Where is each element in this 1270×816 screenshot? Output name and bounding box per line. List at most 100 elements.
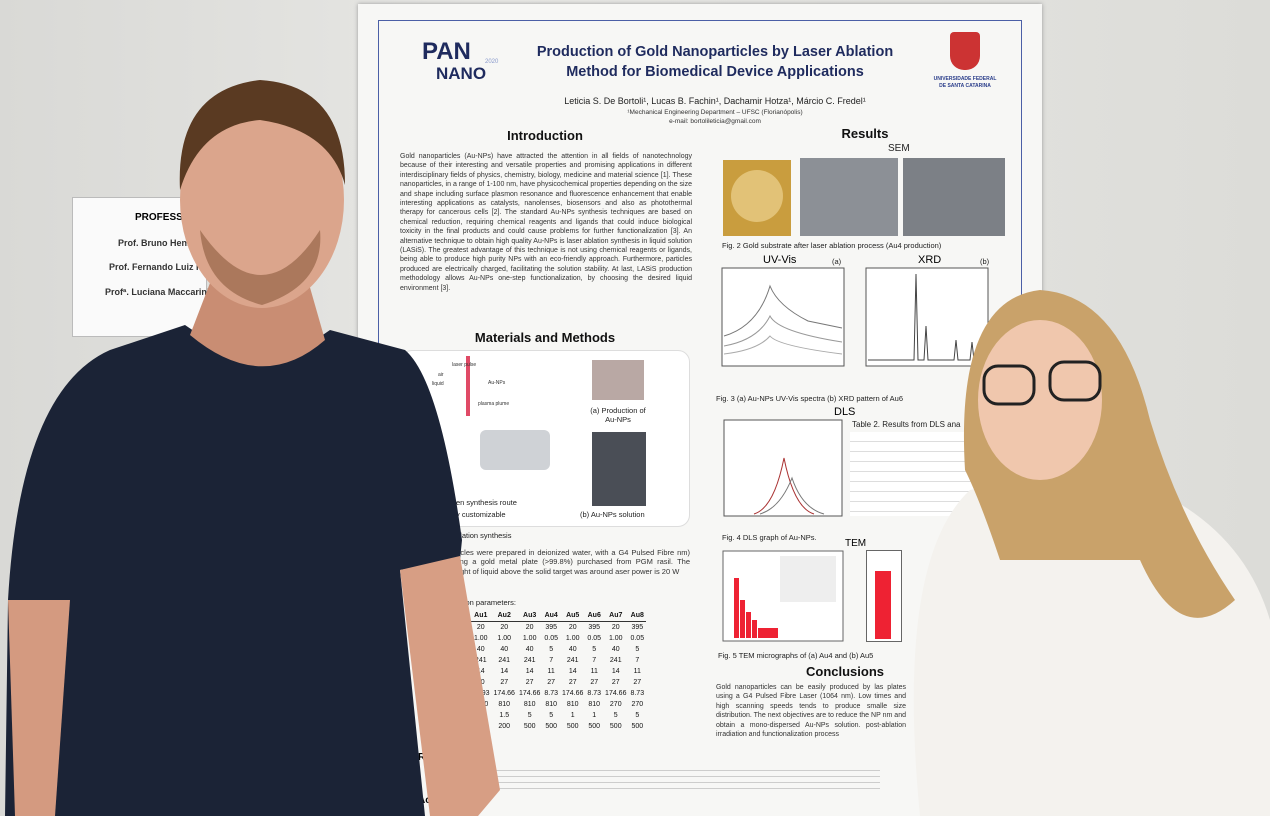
- table-cell: 500: [523, 723, 536, 730]
- table-cell: 810: [566, 701, 579, 708]
- sign-line: Prof. Bruno Henriqu: [118, 238, 204, 248]
- table-cell: 1.00: [608, 635, 623, 642]
- table-cell: 1.00: [522, 635, 537, 642]
- table-cell: 14: [476, 668, 485, 675]
- diagram-caption: y customizable: [456, 510, 506, 519]
- photo-production: [592, 360, 644, 400]
- header-cell: Au8: [628, 610, 647, 622]
- table2-title: Table 2. Results from DLS ana: [852, 420, 961, 429]
- table-cell: 1: [592, 712, 597, 719]
- xrd-title: XRD: [918, 254, 942, 266]
- poster-title: Production of Gold Nanoparticles by Lase…: [536, 44, 894, 60]
- man-shirt: [5, 325, 462, 816]
- university-name: DE SANTA CATARINA: [939, 83, 991, 89]
- xrd-chart: [865, 267, 989, 367]
- table-cell: 174.66: [562, 690, 584, 697]
- label-b: (b) Au-NPs solution: [580, 510, 645, 519]
- diagram-label: liquid: [432, 381, 444, 387]
- fig3-caption: Fig. 3 (a) Au-NPs UV-Vis spectra (b) XRD…: [716, 394, 904, 403]
- uvvis-title: UV-Vis: [763, 254, 797, 266]
- table-cell: 174.66: [605, 690, 627, 697]
- table-cell: 40: [500, 646, 509, 653]
- table-cell: 810: [588, 701, 601, 708]
- table-cell: 5: [592, 646, 597, 653]
- woman-face: [978, 320, 1102, 480]
- sign-title: PROFESSOR: [135, 212, 198, 223]
- table-cell: 810: [545, 701, 558, 708]
- section-heading: Materials and Methods: [474, 330, 616, 345]
- header-cell: Au3: [516, 610, 543, 622]
- sem-image: [800, 158, 898, 236]
- affiliation: ¹Mechanical Engineering Department – UFS…: [627, 109, 803, 116]
- table-cell: 5: [635, 712, 640, 719]
- table-cell: 270: [631, 701, 644, 708]
- table-cell: 5: [635, 646, 640, 653]
- table-cell: 241: [566, 657, 579, 664]
- histogram-bar: [746, 612, 751, 638]
- header-cell: Au1: [470, 610, 492, 622]
- email: e-mail: bortolileticia@gmail.com: [669, 118, 761, 125]
- header-cell: Au6: [585, 610, 604, 622]
- table-cell: 7: [549, 657, 554, 664]
- sign-line: Prof. Fernando Luiz Pei: [109, 262, 210, 272]
- header-cell: Au5: [560, 610, 586, 622]
- table-cell: 1.00: [565, 635, 580, 642]
- table-cell: 14: [525, 668, 534, 675]
- man-arm: [400, 556, 500, 816]
- section-heading: Conclusions: [805, 664, 884, 679]
- table-cell: 5: [613, 712, 618, 719]
- dls-table: [850, 432, 980, 516]
- table-cell: 241: [609, 657, 622, 664]
- table-cell: 27: [500, 679, 509, 686]
- table-cell: 7: [592, 657, 597, 664]
- panel-b: (b): [980, 257, 990, 266]
- table-cell: 174.66: [518, 690, 541, 697]
- tem-title: TEM: [845, 538, 867, 549]
- man-hair: [179, 80, 345, 190]
- table-cell: 1.00: [473, 635, 488, 642]
- photo-solution: [592, 432, 646, 506]
- table-cell: 395: [631, 624, 644, 631]
- table-row: 40 40 40 5 40 5 40 5: [470, 644, 646, 655]
- table-cell: 40: [476, 646, 485, 653]
- glasses: [982, 364, 1036, 406]
- table-cell: 20: [500, 624, 509, 631]
- table-row: 20 20 20 395 20 395 20 395: [470, 622, 646, 634]
- laser-beam: [466, 356, 470, 416]
- logo: NANO: [436, 64, 487, 83]
- tem-image: [780, 556, 836, 602]
- glasses: [1048, 360, 1102, 402]
- table-cell: 500: [631, 723, 644, 730]
- diagram-caption: en synthesis route: [456, 498, 517, 507]
- label-a: (a) Production of Au-NPs: [590, 406, 646, 424]
- stirrer: [480, 430, 550, 470]
- table-cell: 241: [474, 657, 487, 664]
- table-cell: 8.73: [630, 690, 645, 697]
- table-cell: 500: [545, 723, 558, 730]
- spectrum: [723, 314, 843, 347]
- spectrum: [723, 335, 843, 355]
- table-cell: 0.05: [630, 635, 645, 642]
- man-beard: [200, 230, 321, 305]
- table-row: 14 14 14 11 14 11 14 11: [470, 666, 646, 677]
- table-cell: 27: [633, 679, 642, 686]
- table-cell: 27: [611, 679, 620, 686]
- table-cell: 20: [476, 624, 485, 631]
- tem-b: [866, 550, 902, 642]
- table-cell: 1: [570, 712, 575, 719]
- sign-line: Profª. Luciana Maccarini S: [105, 287, 218, 297]
- table-cell: 40: [525, 646, 534, 653]
- table-cell: 5: [549, 646, 554, 653]
- header-cell: Au2: [491, 610, 517, 622]
- intro-text: Gold nanoparticles (Au-NPs) have attract…: [400, 153, 692, 292]
- table-cell: 40: [568, 646, 577, 653]
- table-cell: 1.00: [497, 635, 512, 642]
- table-cell: 200: [498, 723, 511, 730]
- section-heading: Introduction: [507, 128, 583, 143]
- table-header: Au1 Au2 Au3 Au4 Au5 Au6 Au7 Au8: [470, 610, 647, 622]
- table-cell: 8.73: [587, 690, 602, 697]
- table-cell: 11: [590, 668, 598, 675]
- table-cell: 14: [611, 668, 620, 675]
- table-cell: 500: [588, 723, 601, 730]
